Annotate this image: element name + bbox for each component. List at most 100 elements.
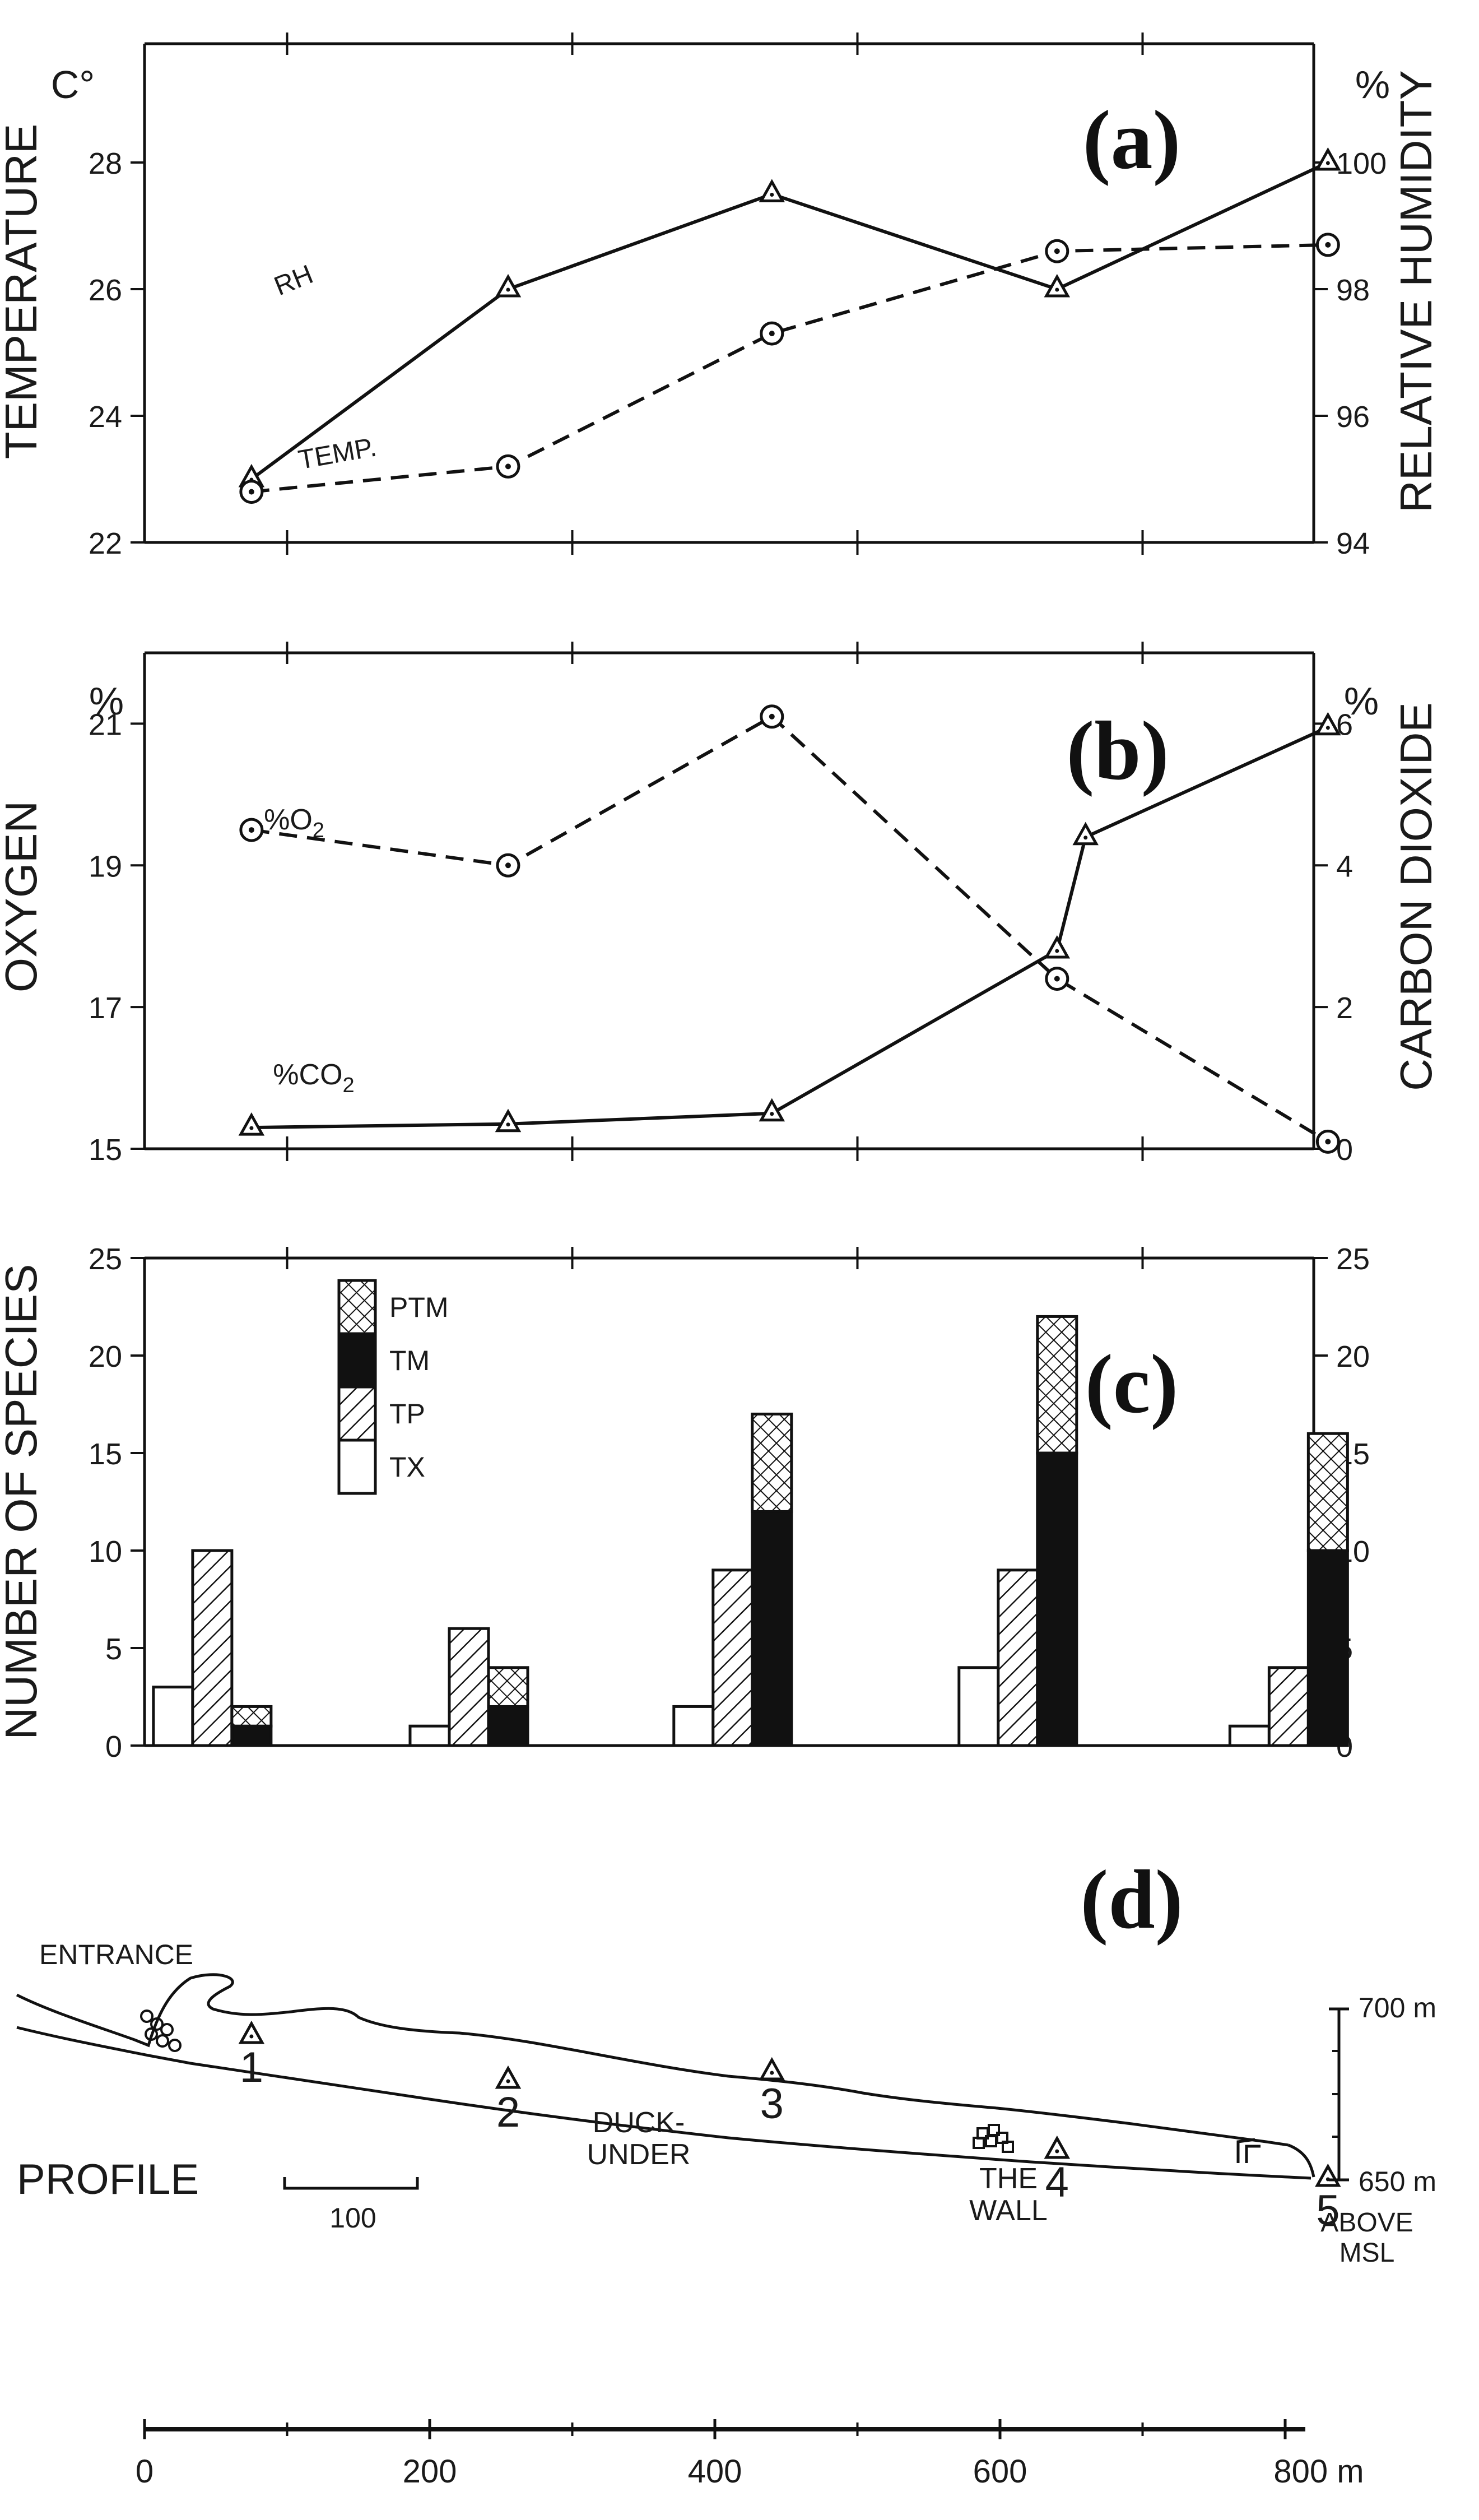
b-co2-point-3 xyxy=(1044,935,1071,959)
distance-tick-label-1: 200 xyxy=(403,2453,457,2490)
d-station-marker-1 xyxy=(238,2020,265,2044)
c-bar-ptm-2 xyxy=(751,1412,793,1513)
d-elevation-700: 700 m xyxy=(1359,1992,1436,2024)
profile-scale-bar xyxy=(283,2177,419,2190)
c-bar-ptm-4 xyxy=(1306,1432,1349,1552)
a-rh-point-3 xyxy=(1044,273,1071,298)
b-panel-label: (b) xyxy=(1066,704,1169,797)
c-left-tick-label-4: 20 xyxy=(89,1340,122,1373)
b-o2-point-1-dot xyxy=(505,862,511,869)
a-left-tick-label-3: 28 xyxy=(89,147,122,180)
c-bar-tp-2 xyxy=(711,1568,754,1747)
a-rh-point-4 xyxy=(1315,147,1341,171)
a-left-unit: C° xyxy=(51,63,95,106)
bottom-distance-axis: 0 200 400 600 800 m xyxy=(136,2419,1364,2490)
c-bar-tp-1 xyxy=(448,1627,490,1747)
b-right-tick-label-2: 4 xyxy=(1336,850,1353,883)
b-co2-point-5 xyxy=(1315,712,1341,736)
b-left-unit: % xyxy=(89,679,124,723)
c-left-tick-label-3: 15 xyxy=(89,1437,122,1471)
c-ylabel: NUMBER OF SPECIES xyxy=(0,1264,46,1739)
wall-rocks xyxy=(973,2124,1014,2153)
d-wall-label-2: WALL xyxy=(969,2194,1048,2227)
d-msl-label-1: ABOVE xyxy=(1320,2208,1413,2238)
d-station-label-3: 3 xyxy=(760,2080,784,2128)
b-o2-point-2-dot xyxy=(769,713,775,720)
c-left-tick-label-1: 5 xyxy=(105,1632,122,1666)
d-elevation-650: 650 m xyxy=(1359,2166,1436,2197)
d-wall-label-1: THE xyxy=(979,2162,1038,2195)
c-legend-swatch-tm xyxy=(337,1332,377,1389)
a-series-temp-line xyxy=(251,243,1328,494)
d-duck-under-label-1: DUCK- xyxy=(593,2106,685,2139)
panel-c-species-bars: 00551010151520202525NUMBER OF SPECIESPTM… xyxy=(0,1242,1370,1763)
a-temp-point-1-dot xyxy=(505,463,511,470)
a-temp-point-3-dot xyxy=(1054,248,1060,254)
b-series-label-o2-sub: 2 xyxy=(313,819,324,842)
a-right-tick-label-0: 94 xyxy=(1336,527,1370,560)
a-right-ylabel: RELATIVE HUMIDITY xyxy=(1391,70,1441,513)
c-left-tick-label-5: 25 xyxy=(89,1242,122,1276)
d-station-marker-1-dot xyxy=(249,2034,254,2039)
distance-tick-label-0: 0 xyxy=(136,2453,154,2490)
d-station-label-4: 4 xyxy=(1045,2159,1069,2206)
c-left-tick-label-0: 0 xyxy=(105,1730,122,1763)
c-bar-tx-2 xyxy=(672,1705,715,1747)
b-co2-point-2 xyxy=(759,1098,785,1122)
a-right-tick-label-2: 98 xyxy=(1336,273,1370,307)
distance-tick-label-2: 400 xyxy=(688,2453,742,2490)
d-station-marker-3-dot xyxy=(770,2071,774,2075)
b-co2-point-3-dot xyxy=(1055,949,1059,953)
b-o2-point-4-dot xyxy=(1325,1139,1331,1145)
a-rh-point-1-dot xyxy=(506,287,510,292)
c-legend-label-tx: TX xyxy=(389,1451,425,1483)
b-left-tick-label-3: 21 xyxy=(89,708,122,741)
c-bar-tp-0 xyxy=(191,1549,234,1747)
c-right-tick-label-4: 20 xyxy=(1336,1340,1370,1373)
a-right-tick-label-3: 100 xyxy=(1336,147,1387,180)
distance-tick-label-3: 600 xyxy=(973,2453,1027,2490)
a-right-tick-label-1: 96 xyxy=(1336,400,1370,434)
b-co2-point-1-dot xyxy=(506,1122,510,1127)
b-o2-point-0-dot xyxy=(248,827,254,833)
b-left-tick-label-1: 17 xyxy=(89,991,122,1025)
b-co2-point-2-dot xyxy=(770,1112,774,1116)
c-legend-label-ptm: PTM xyxy=(389,1292,449,1323)
c-panel-label: (c) xyxy=(1085,1338,1178,1431)
d-station-label-1: 1 xyxy=(240,2044,263,2091)
cave-ceiling-line xyxy=(16,1973,1289,2147)
a-left-tick-label-0: 22 xyxy=(89,527,122,560)
c-right-tick-label-5: 25 xyxy=(1336,1242,1370,1276)
b-right-unit: % xyxy=(1344,679,1379,723)
a-series-rh-line xyxy=(250,161,1329,481)
a-rh-point-2-dot xyxy=(770,193,774,197)
d-entrance-label: ENTRANCE xyxy=(39,1939,193,1970)
a-panel-label: (a) xyxy=(1083,94,1181,187)
cave-end-detail xyxy=(1236,2138,1315,2178)
a-rh-point-4-dot xyxy=(1325,161,1330,165)
b-left-tick-label-0: 15 xyxy=(89,1133,122,1167)
c-bar-tp-3 xyxy=(997,1568,1039,1747)
cave-floor-line xyxy=(16,2026,1311,2180)
b-left-ylabel: OXYGEN xyxy=(0,801,46,992)
c-bar-tm-4 xyxy=(1306,1549,1349,1747)
d-duck-under-label-2: UNDER xyxy=(587,2138,691,2171)
c-bar-tp-4 xyxy=(1267,1666,1310,1747)
c-bar-tm-0 xyxy=(230,1724,273,1747)
d-station-marker-4 xyxy=(1044,2135,1071,2159)
c-left-tick-label-2: 10 xyxy=(89,1535,122,1568)
a-rh-point-1 xyxy=(495,273,522,298)
a-left-tick-label-2: 26 xyxy=(89,273,122,307)
b-left-tick-label-2: 19 xyxy=(89,850,122,883)
b-series-label-co2-sub: 2 xyxy=(343,1074,355,1097)
b-co2-point-4 xyxy=(1072,822,1099,846)
b-co2-point-1 xyxy=(495,1108,522,1133)
d-scale-label: 100 xyxy=(329,2202,376,2234)
c-legend-swatch-tp xyxy=(337,1385,377,1442)
d-panel-label: (d) xyxy=(1080,1853,1183,1946)
b-series-label-co2: %CO2 xyxy=(273,1059,354,1097)
a-series-label-rh: RH xyxy=(270,259,317,301)
c-legend-label-tp: TP xyxy=(389,1398,425,1430)
